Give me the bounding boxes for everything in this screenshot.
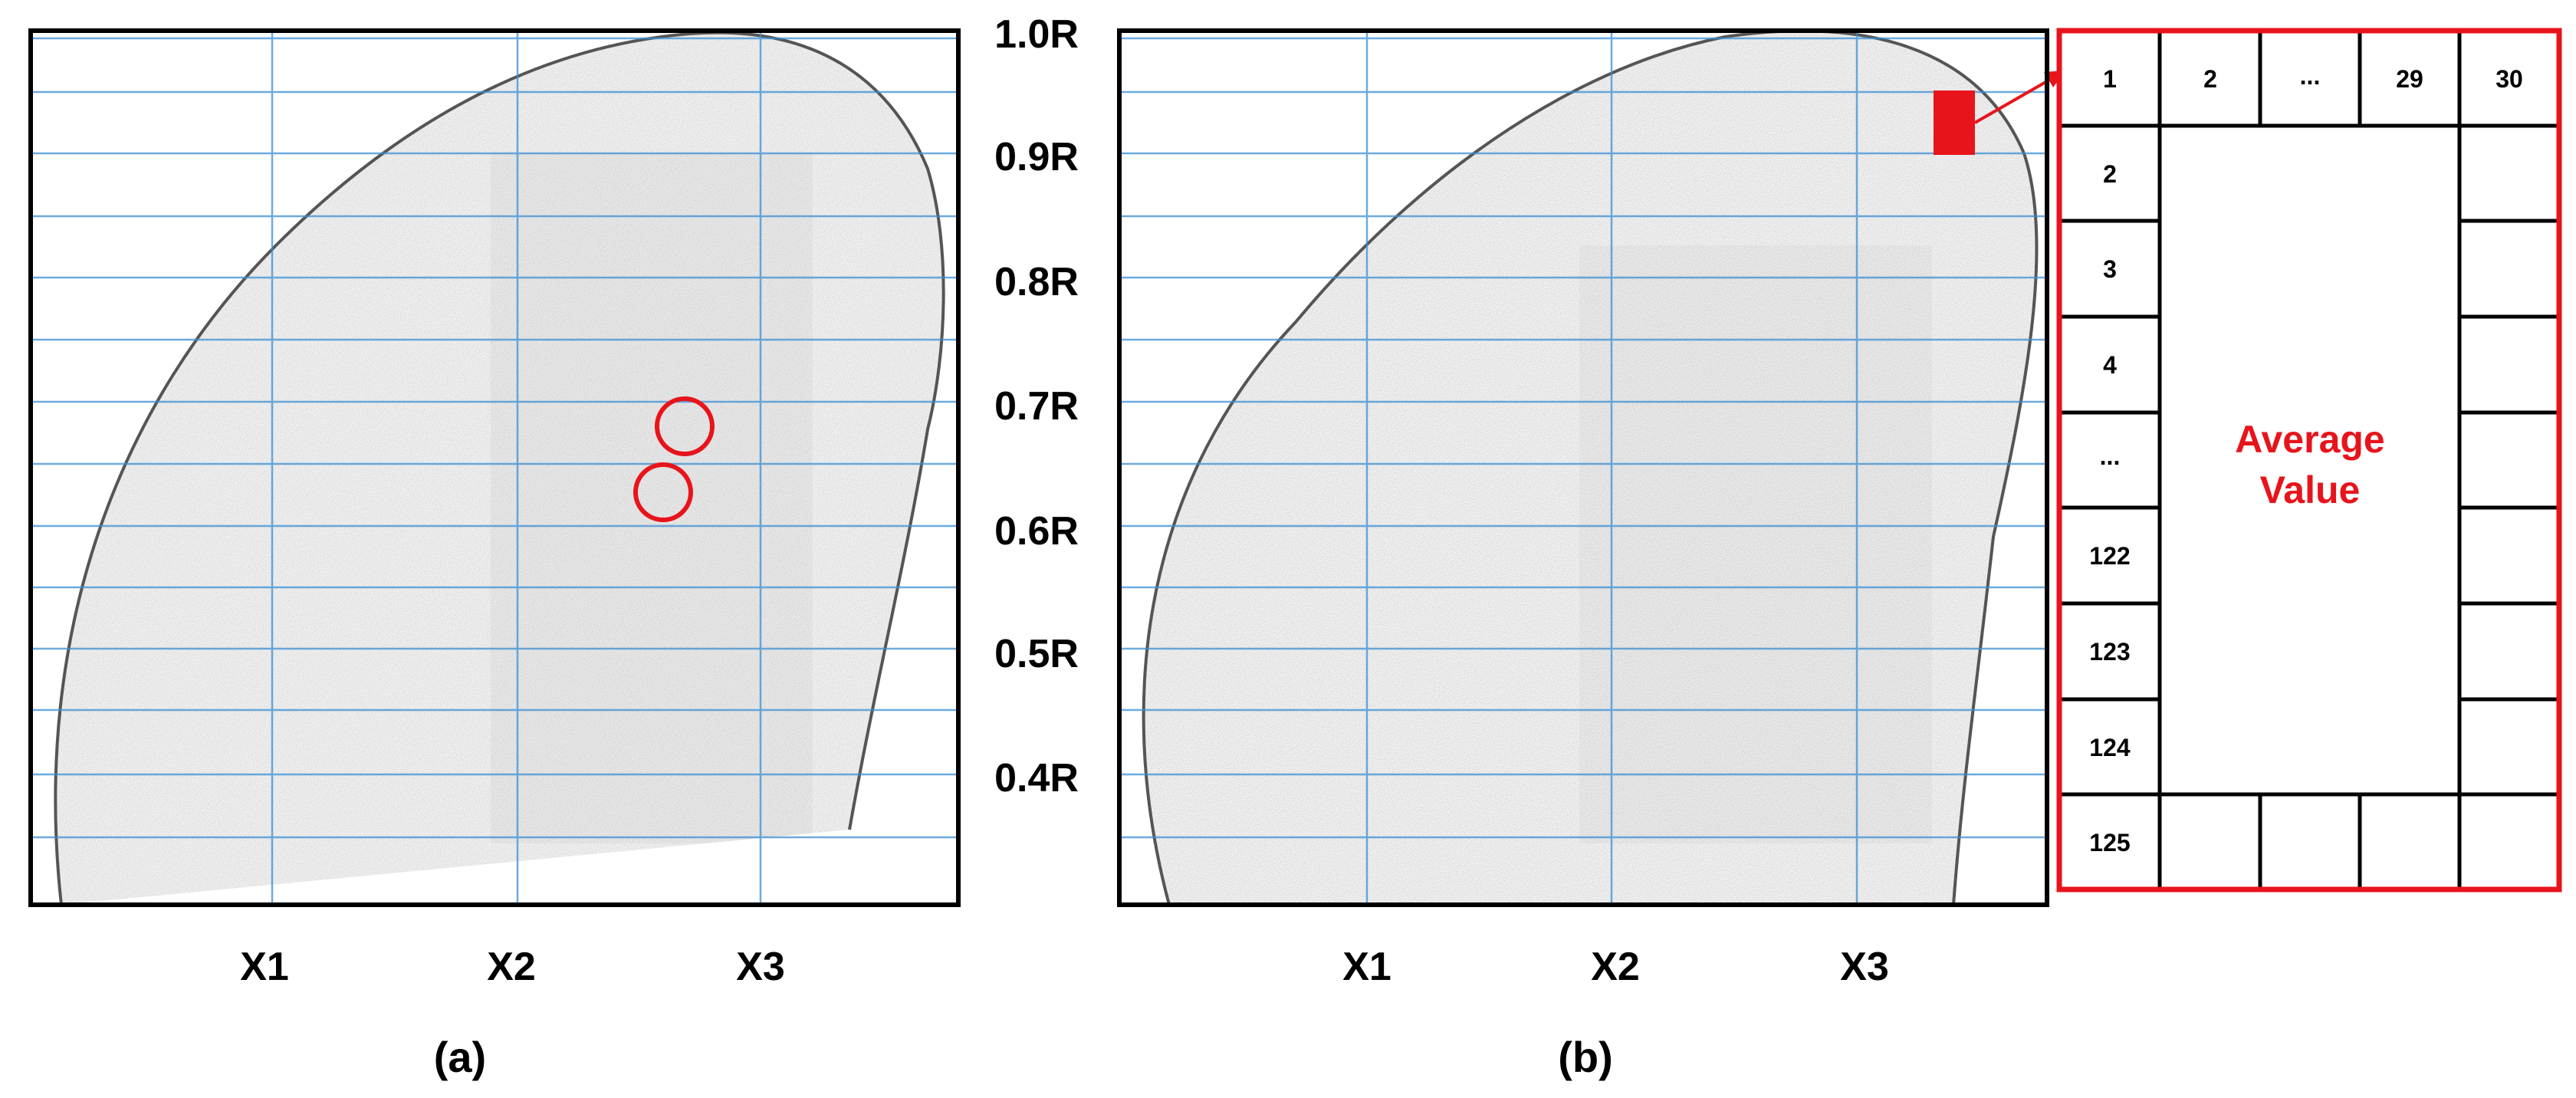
r-label-0-8: 0.8R [994, 260, 1079, 304]
average-grid-table: 1 2 ... 29 30 2 3 4 ... 122 123 124 125 … [2056, 28, 2562, 893]
panel-b-caption: (b) [1558, 1033, 1613, 1081]
panel-b-xlabel-3: X3 [1840, 945, 1889, 989]
sample-cell-highlight [1934, 90, 1975, 155]
table-top-cell-4: 29 [2396, 65, 2423, 93]
r-label-0-4: 0.4R [994, 756, 1079, 800]
panel-a-xlabel-3: X3 [736, 945, 785, 989]
panel-a: X1 X2 X3 (a) [28, 28, 961, 1081]
r-label-1-0: 1.0R [994, 12, 1079, 57]
average-value-label-line2: Value [2260, 468, 2361, 511]
table-top-cell-5: 30 [2496, 65, 2523, 93]
r-label-0-5: 0.5R [994, 632, 1079, 676]
panel-a-xlabel-1: X1 [240, 945, 289, 989]
table-top-cell-2: 2 [2203, 65, 2217, 93]
table-left-cell-4: ... [2100, 442, 2121, 470]
r-label-0-7: 0.7R [994, 384, 1079, 429]
panel-a-grid [31, 31, 958, 905]
table-border [2056, 28, 2562, 893]
table-lines [2059, 31, 2559, 889]
r-axis-labels: 1.0R 0.9R 0.8R 0.7R 0.6R 0.5R 0.4R [994, 12, 1079, 800]
table-left-cell-1: 2 [2103, 160, 2117, 188]
panel-a-xlabel-2: X2 [487, 945, 536, 989]
table-left-cell-2: 3 [2103, 255, 2117, 283]
panel-b: X1 X2 X3 (b) [1117, 28, 2065, 1081]
r-label-0-9: 0.9R [994, 135, 1079, 179]
panel-a-caption: (a) [434, 1033, 486, 1081]
table-left-cell-7: 124 [2089, 734, 2131, 761]
defect-marker-2 [633, 462, 693, 522]
panel-b-xlabel-1: X1 [1342, 945, 1392, 989]
panel-a-specimen-outline [54, 31, 945, 906]
table-left-cell-6: 123 [2089, 638, 2130, 666]
r-label-0-6: 0.6R [994, 509, 1079, 554]
table-left-cell-3: 4 [2103, 351, 2117, 379]
table-top-cell-3: ... [2300, 62, 2321, 90]
panel-b-border [1117, 28, 2049, 907]
table-top-cell-1: 1 [2103, 65, 2117, 93]
panel-b-grid [1119, 31, 2047, 905]
table-left-cell-8: 125 [2089, 829, 2130, 856]
table-left-cell-5: 122 [2089, 542, 2130, 570]
average-value-label-line1: Average [2235, 418, 2384, 461]
panel-b-xlabel-2: X2 [1591, 945, 1640, 989]
panel-a-border [28, 28, 961, 907]
defect-marker-1 [655, 396, 715, 456]
